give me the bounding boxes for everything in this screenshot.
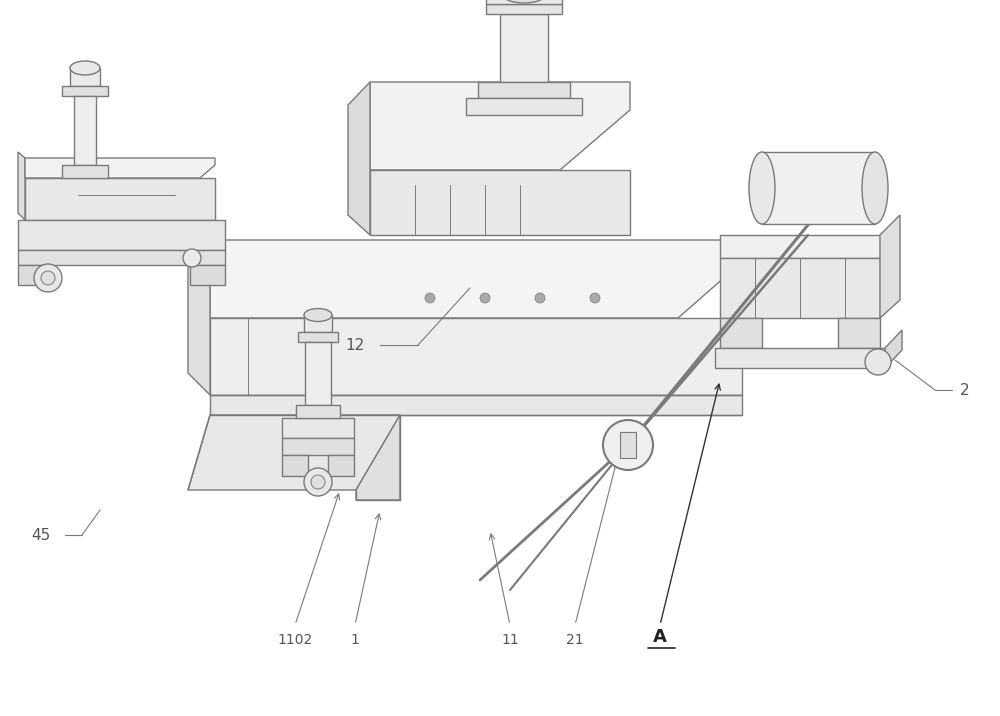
Circle shape: [590, 293, 600, 303]
Ellipse shape: [304, 309, 332, 321]
Circle shape: [535, 293, 545, 303]
Ellipse shape: [311, 475, 325, 489]
Polygon shape: [762, 152, 875, 224]
Polygon shape: [296, 405, 340, 418]
Polygon shape: [18, 265, 52, 285]
Polygon shape: [62, 86, 108, 96]
Polygon shape: [486, 0, 562, 4]
Polygon shape: [188, 222, 210, 395]
Text: A: A: [653, 628, 667, 646]
Ellipse shape: [41, 271, 55, 285]
Polygon shape: [880, 215, 900, 318]
Ellipse shape: [749, 152, 775, 224]
Circle shape: [425, 293, 435, 303]
Ellipse shape: [862, 152, 888, 224]
Polygon shape: [282, 455, 308, 476]
Polygon shape: [370, 170, 630, 235]
Ellipse shape: [183, 249, 201, 267]
Polygon shape: [328, 455, 354, 476]
Text: 1102: 1102: [277, 633, 313, 647]
Polygon shape: [25, 158, 215, 178]
Polygon shape: [466, 98, 582, 115]
Polygon shape: [210, 318, 742, 395]
Circle shape: [480, 293, 490, 303]
Polygon shape: [25, 178, 215, 220]
Polygon shape: [720, 235, 880, 258]
Polygon shape: [370, 82, 630, 170]
Ellipse shape: [502, 0, 546, 3]
Polygon shape: [715, 348, 885, 368]
Ellipse shape: [603, 420, 653, 470]
Text: 2: 2: [960, 382, 970, 397]
Polygon shape: [282, 418, 354, 438]
Text: 45: 45: [31, 528, 50, 543]
Ellipse shape: [70, 61, 100, 75]
Text: 1: 1: [351, 633, 359, 647]
Text: 12: 12: [346, 337, 365, 352]
Polygon shape: [298, 332, 338, 342]
Polygon shape: [305, 342, 331, 405]
Ellipse shape: [304, 468, 332, 496]
Polygon shape: [18, 250, 225, 265]
Polygon shape: [720, 258, 880, 318]
Polygon shape: [18, 220, 225, 250]
Polygon shape: [70, 68, 100, 86]
Polygon shape: [356, 415, 400, 500]
Polygon shape: [210, 240, 742, 318]
Polygon shape: [486, 4, 562, 14]
Polygon shape: [348, 82, 370, 235]
Polygon shape: [210, 395, 742, 415]
Text: 11: 11: [501, 633, 519, 647]
Polygon shape: [282, 438, 354, 455]
Polygon shape: [885, 330, 902, 368]
Ellipse shape: [34, 264, 62, 292]
Polygon shape: [62, 165, 108, 178]
Polygon shape: [190, 265, 225, 285]
Polygon shape: [838, 318, 880, 348]
Polygon shape: [188, 415, 400, 490]
Polygon shape: [500, 14, 548, 82]
Polygon shape: [74, 96, 96, 165]
Ellipse shape: [865, 349, 891, 375]
Polygon shape: [620, 432, 636, 458]
Text: 21: 21: [566, 633, 584, 647]
Polygon shape: [18, 152, 25, 220]
Polygon shape: [304, 315, 332, 332]
Polygon shape: [720, 318, 762, 348]
Polygon shape: [478, 82, 570, 98]
